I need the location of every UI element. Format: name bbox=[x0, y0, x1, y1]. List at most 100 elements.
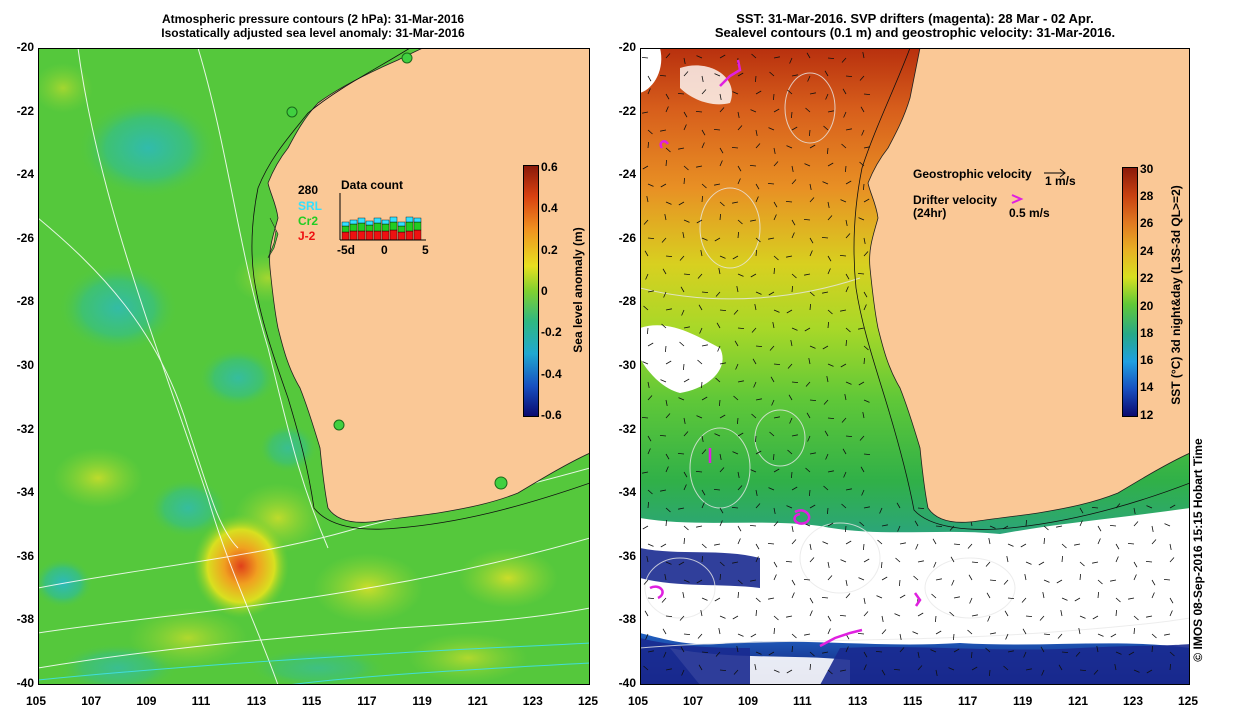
lat-tick-label: -36 bbox=[16, 548, 34, 563]
velocity-arrow bbox=[1043, 525, 1049, 531]
velocity-arrow bbox=[754, 304, 757, 311]
velocity-arrow bbox=[773, 561, 778, 568]
lat-tick-label: -22 bbox=[16, 103, 34, 118]
velocity-arrow bbox=[1133, 507, 1136, 514]
sla-tick: 0.2 bbox=[541, 243, 558, 257]
histogram-bar bbox=[373, 217, 382, 224]
velocity-arrow bbox=[863, 237, 866, 244]
velocity-arrow bbox=[696, 579, 703, 584]
velocity-arrow bbox=[863, 543, 865, 551]
velocity-arrow bbox=[737, 327, 745, 329]
velocity-arrow bbox=[665, 399, 668, 406]
velocity-arrow bbox=[1006, 556, 1009, 563]
histogram-bar bbox=[341, 221, 350, 227]
velocity-arrow bbox=[755, 503, 761, 509]
velocity-arrow bbox=[647, 290, 654, 293]
velocity-arrow bbox=[644, 250, 649, 257]
velocity-arrow bbox=[1061, 543, 1067, 549]
velocity-arrow bbox=[863, 304, 867, 311]
velocity-arrow bbox=[1007, 543, 1014, 547]
velocity-arrow bbox=[677, 93, 685, 95]
velocity-arrow bbox=[683, 579, 690, 583]
velocity-arrow bbox=[719, 467, 725, 473]
velocity-arrow bbox=[662, 268, 667, 275]
histogram-bar bbox=[413, 217, 422, 223]
velocity-arrow bbox=[755, 435, 757, 443]
velocity-arrow bbox=[664, 214, 667, 221]
velocity-arrow bbox=[736, 286, 739, 293]
velocity-arrow bbox=[1079, 520, 1083, 527]
velocity-arrow bbox=[858, 327, 865, 330]
velocity-arrow bbox=[737, 178, 741, 185]
velocity-arrow bbox=[858, 217, 865, 221]
velocity-arrow bbox=[769, 431, 775, 437]
velocity-arrow bbox=[809, 250, 813, 257]
velocity-arrow bbox=[1097, 633, 1104, 637]
velocity-arrow bbox=[701, 183, 707, 189]
sst-tick: 26 bbox=[1140, 216, 1154, 230]
velocity-arrow bbox=[773, 56, 780, 59]
velocity-arrow bbox=[1169, 610, 1173, 617]
velocity-arrow bbox=[647, 342, 654, 347]
velocity-arrow bbox=[643, 665, 649, 671]
velocity-arrow bbox=[842, 88, 847, 95]
sla-hotspot bbox=[193, 514, 289, 618]
lat-tick-label: -20 bbox=[16, 40, 34, 54]
velocity-arrow bbox=[1079, 507, 1084, 514]
velocity-arrow bbox=[897, 525, 901, 532]
velocity-arrow bbox=[809, 399, 817, 401]
velocity-arrow bbox=[804, 633, 811, 636]
lat-tick-label: -24 bbox=[618, 167, 636, 182]
velocity-arrow bbox=[787, 89, 793, 95]
velocity-arrow bbox=[1164, 633, 1171, 636]
velocity-arrow bbox=[755, 597, 761, 603]
velocity-arrow bbox=[845, 593, 851, 599]
geo-velocity-label: Geostrophic velocity bbox=[913, 167, 1032, 181]
velocity-arrow bbox=[1169, 651, 1175, 657]
velocity-arrow bbox=[665, 255, 673, 257]
velocity-arrow bbox=[839, 255, 847, 257]
velocity-arrow bbox=[876, 595, 883, 599]
velocity-arrow bbox=[755, 609, 757, 617]
sst-tick: 24 bbox=[1140, 244, 1154, 258]
velocity-arrow bbox=[719, 213, 721, 221]
drifter-velocity-label: Drifter velocity bbox=[913, 193, 998, 207]
velocity-arrow bbox=[731, 147, 739, 149]
velocity-arrow bbox=[714, 597, 721, 602]
velocity-arrow bbox=[1042, 592, 1045, 599]
velocity-arrow bbox=[1133, 615, 1139, 621]
velocity-arrow bbox=[1164, 523, 1171, 527]
velocity-arrow bbox=[767, 183, 775, 185]
velocity-arrow bbox=[719, 107, 725, 113]
velocity-arrow bbox=[827, 110, 834, 113]
velocity-arrow bbox=[791, 471, 793, 479]
velocity-arrow bbox=[642, 471, 649, 474]
velocity-arrow bbox=[769, 345, 775, 351]
velocity-arrow bbox=[791, 645, 793, 653]
velocity-arrow bbox=[700, 250, 703, 257]
histogram-bar bbox=[397, 231, 406, 241]
velocity-arrow bbox=[899, 633, 902, 640]
histogram-bar bbox=[389, 221, 398, 231]
velocity-arrow bbox=[806, 52, 811, 59]
velocity-arrow bbox=[809, 345, 816, 349]
velocity-arrow bbox=[749, 165, 757, 167]
velocity-arrow bbox=[719, 399, 721, 407]
legend-cr2: Cr2 bbox=[298, 214, 319, 228]
velocity-arrow bbox=[1110, 579, 1117, 582]
sea-level-anomaly-map bbox=[38, 48, 590, 685]
velocity-arrow bbox=[827, 417, 835, 419]
velocity-arrow bbox=[809, 291, 815, 297]
velocity-arrow bbox=[1043, 579, 1050, 583]
velocity-arrow bbox=[845, 180, 852, 185]
velocity-arrow bbox=[1110, 633, 1117, 638]
histogram-bar bbox=[405, 230, 414, 241]
velocity-arrow bbox=[773, 507, 776, 514]
velocity-arrow bbox=[1115, 543, 1120, 550]
velocity-arrow bbox=[647, 141, 649, 149]
velocity-arrow bbox=[935, 525, 943, 527]
velocity-arrow bbox=[683, 378, 690, 383]
left-title-line1: Atmospheric pressure contours (2 hPa): 3… bbox=[161, 12, 465, 26]
velocity-arrow bbox=[823, 485, 829, 491]
lat-tick-label: -26 bbox=[618, 230, 636, 245]
